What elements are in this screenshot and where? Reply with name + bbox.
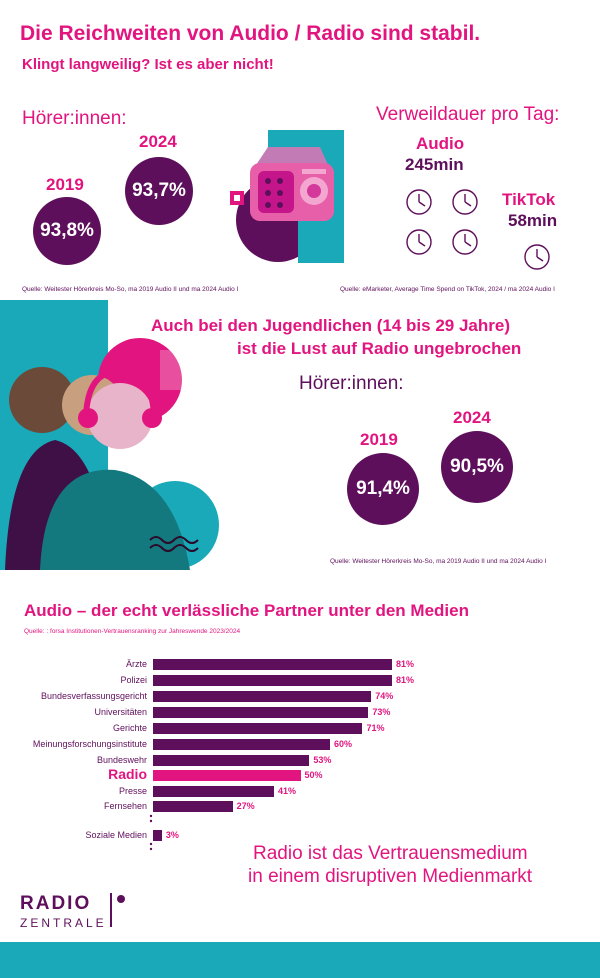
bar (153, 691, 372, 702)
clock-icon (452, 229, 478, 255)
youth-reach-2024-value: 90,5% (450, 456, 504, 477)
youth-reach-2019-value: 91,4% (356, 478, 410, 499)
tiktok-dwell-value: 58min (508, 211, 558, 230)
bar-value-label: 3% (165, 830, 179, 840)
bar (153, 739, 330, 750)
bar (153, 675, 392, 686)
bar-category-label: Polizei (120, 675, 147, 685)
reach-2019-circle: 93,8% (33, 197, 101, 265)
tiktok-label: TikTok (502, 190, 556, 209)
bar-value-label: 73% (372, 707, 391, 717)
bar-category-label: Universitäten (94, 707, 147, 717)
bar-category-label: Soziale Medien (85, 830, 147, 840)
bar-category-label: Ärzte (125, 659, 147, 669)
youth-year-2019-label: 2019 (360, 430, 398, 449)
footer-band (0, 942, 600, 978)
year-2019-label: 2019 (46, 175, 84, 194)
logo-line2: ZENTRALE (20, 916, 107, 930)
youth-year-2024-label: 2024 (453, 408, 491, 427)
axis-gap-dots (149, 814, 153, 851)
page-subtitle: Klingt langweilig? Ist es aber nicht! (22, 56, 274, 73)
bar-value-label: 74% (375, 691, 394, 701)
source-reach: Quelle: Weitester Hörerkreis Mo-So, ma 2… (22, 286, 239, 293)
youth-reach-2024-circle: 90,5% (441, 431, 513, 503)
bar-category-label: Radio (108, 766, 147, 782)
bar-category-label: Presse (118, 786, 147, 796)
logo-line1: RADIO (20, 893, 92, 914)
bar-value-label: 27% (236, 801, 255, 811)
radiozentrale-logo: RADIO ZENTRALE (20, 893, 107, 930)
clock-icon (524, 244, 550, 270)
bar-category-label: Gerichte (112, 723, 147, 733)
clock-icon (406, 189, 432, 215)
bar (153, 830, 162, 841)
youth-listeners-label: Hörer:innen: (299, 373, 404, 394)
bar-value-label: 50% (304, 770, 323, 780)
bar-category-label: Bundeswehr (96, 755, 147, 765)
youth-headphones-illustration (0, 300, 219, 570)
bar-value-label: 53% (313, 755, 332, 765)
bar (153, 770, 301, 781)
youth-heading-line2: ist die Lust auf Radio ungebrochen (237, 339, 522, 358)
tagline-line2: in einem disruptiven Medienmarkt (248, 866, 533, 887)
source-youth: Quelle: Weitester Hörerkreis Mo-So, ma 2… (330, 558, 547, 565)
bar-value-label: 41% (277, 786, 296, 796)
audio-label: Audio (416, 134, 465, 153)
logo-mark (110, 893, 125, 927)
reach-2019-value: 93,8% (40, 220, 94, 241)
reach-2024-value: 93,7% (132, 180, 186, 201)
page-title: Die Reichweiten von Audio / Radio sind s… (20, 22, 481, 45)
tagline-line1: Radio ist das Vertrauensmedium (253, 843, 528, 864)
bar-value-label: 81% (395, 675, 414, 685)
bar (153, 801, 233, 812)
bar (153, 659, 392, 670)
clock-icon (406, 229, 432, 255)
source-dwell-time: Quelle: eMarketer, Average Time Spend on… (340, 286, 555, 293)
bar-category-label: Fernsehen (103, 801, 147, 811)
bar-category-label: Meinungsforschungsinstitute (32, 739, 147, 749)
radio-illustration (230, 130, 344, 263)
bar-category-label: Bundesverfassungsgericht (40, 691, 147, 701)
bar (153, 786, 274, 797)
source-trust: Quelle: : forsa Institutionen-Vertrauens… (24, 628, 241, 635)
audio-dwell-value: 245min (405, 155, 464, 174)
year-2024-label: 2024 (139, 132, 177, 151)
trust-heading: Audio – der echt verlässliche Partner un… (24, 601, 469, 620)
bar-value-label: 60% (334, 739, 353, 749)
listeners-label: Hörer:innen: (22, 108, 127, 129)
clock-icon (452, 189, 478, 215)
youth-reach-2019-circle: 91,4% (347, 453, 419, 525)
bar-value-label: 81% (395, 659, 414, 669)
bar (153, 723, 363, 734)
dwell-time-label: Verweildauer pro Tag: (376, 104, 560, 125)
youth-heading-line1: Auch bei den Jugendlichen (14 bis 29 Jah… (151, 316, 510, 335)
bar (153, 707, 369, 718)
bar-value-label: 71% (366, 723, 385, 733)
reach-2024-circle: 93,7% (125, 157, 193, 225)
bar (153, 755, 310, 766)
